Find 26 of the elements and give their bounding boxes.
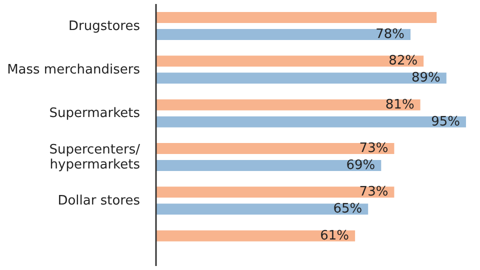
bar [156,230,356,242]
data-label: 73% [359,184,388,200]
y-tick-label: Mass merchandisers [7,62,140,77]
bar [156,116,466,128]
bar [156,12,437,23]
y-tick-label: Dollar stores [58,193,140,208]
bar [156,186,394,198]
bar [156,56,424,67]
y-tick-label: Supermarkets [49,106,140,121]
data-label: 81% [385,97,414,112]
bar [156,160,382,171]
data-label: 69% [346,158,376,173]
data-label: 65% [333,202,362,217]
data-label: 82% [388,54,418,69]
bar [156,143,394,154]
bar [156,99,420,110]
data-label: 95% [431,114,460,130]
bar [156,29,411,40]
bar [156,72,446,84]
bar [156,204,368,215]
data-label: 61% [320,228,350,244]
y-tick-label: Drugstores [68,18,140,34]
data-label: 73% [359,141,388,156]
data-label: 89% [412,70,440,86]
y-tick-label: Supercenters/ hypermarkets [49,142,141,172]
data-label: 78% [376,27,405,42]
